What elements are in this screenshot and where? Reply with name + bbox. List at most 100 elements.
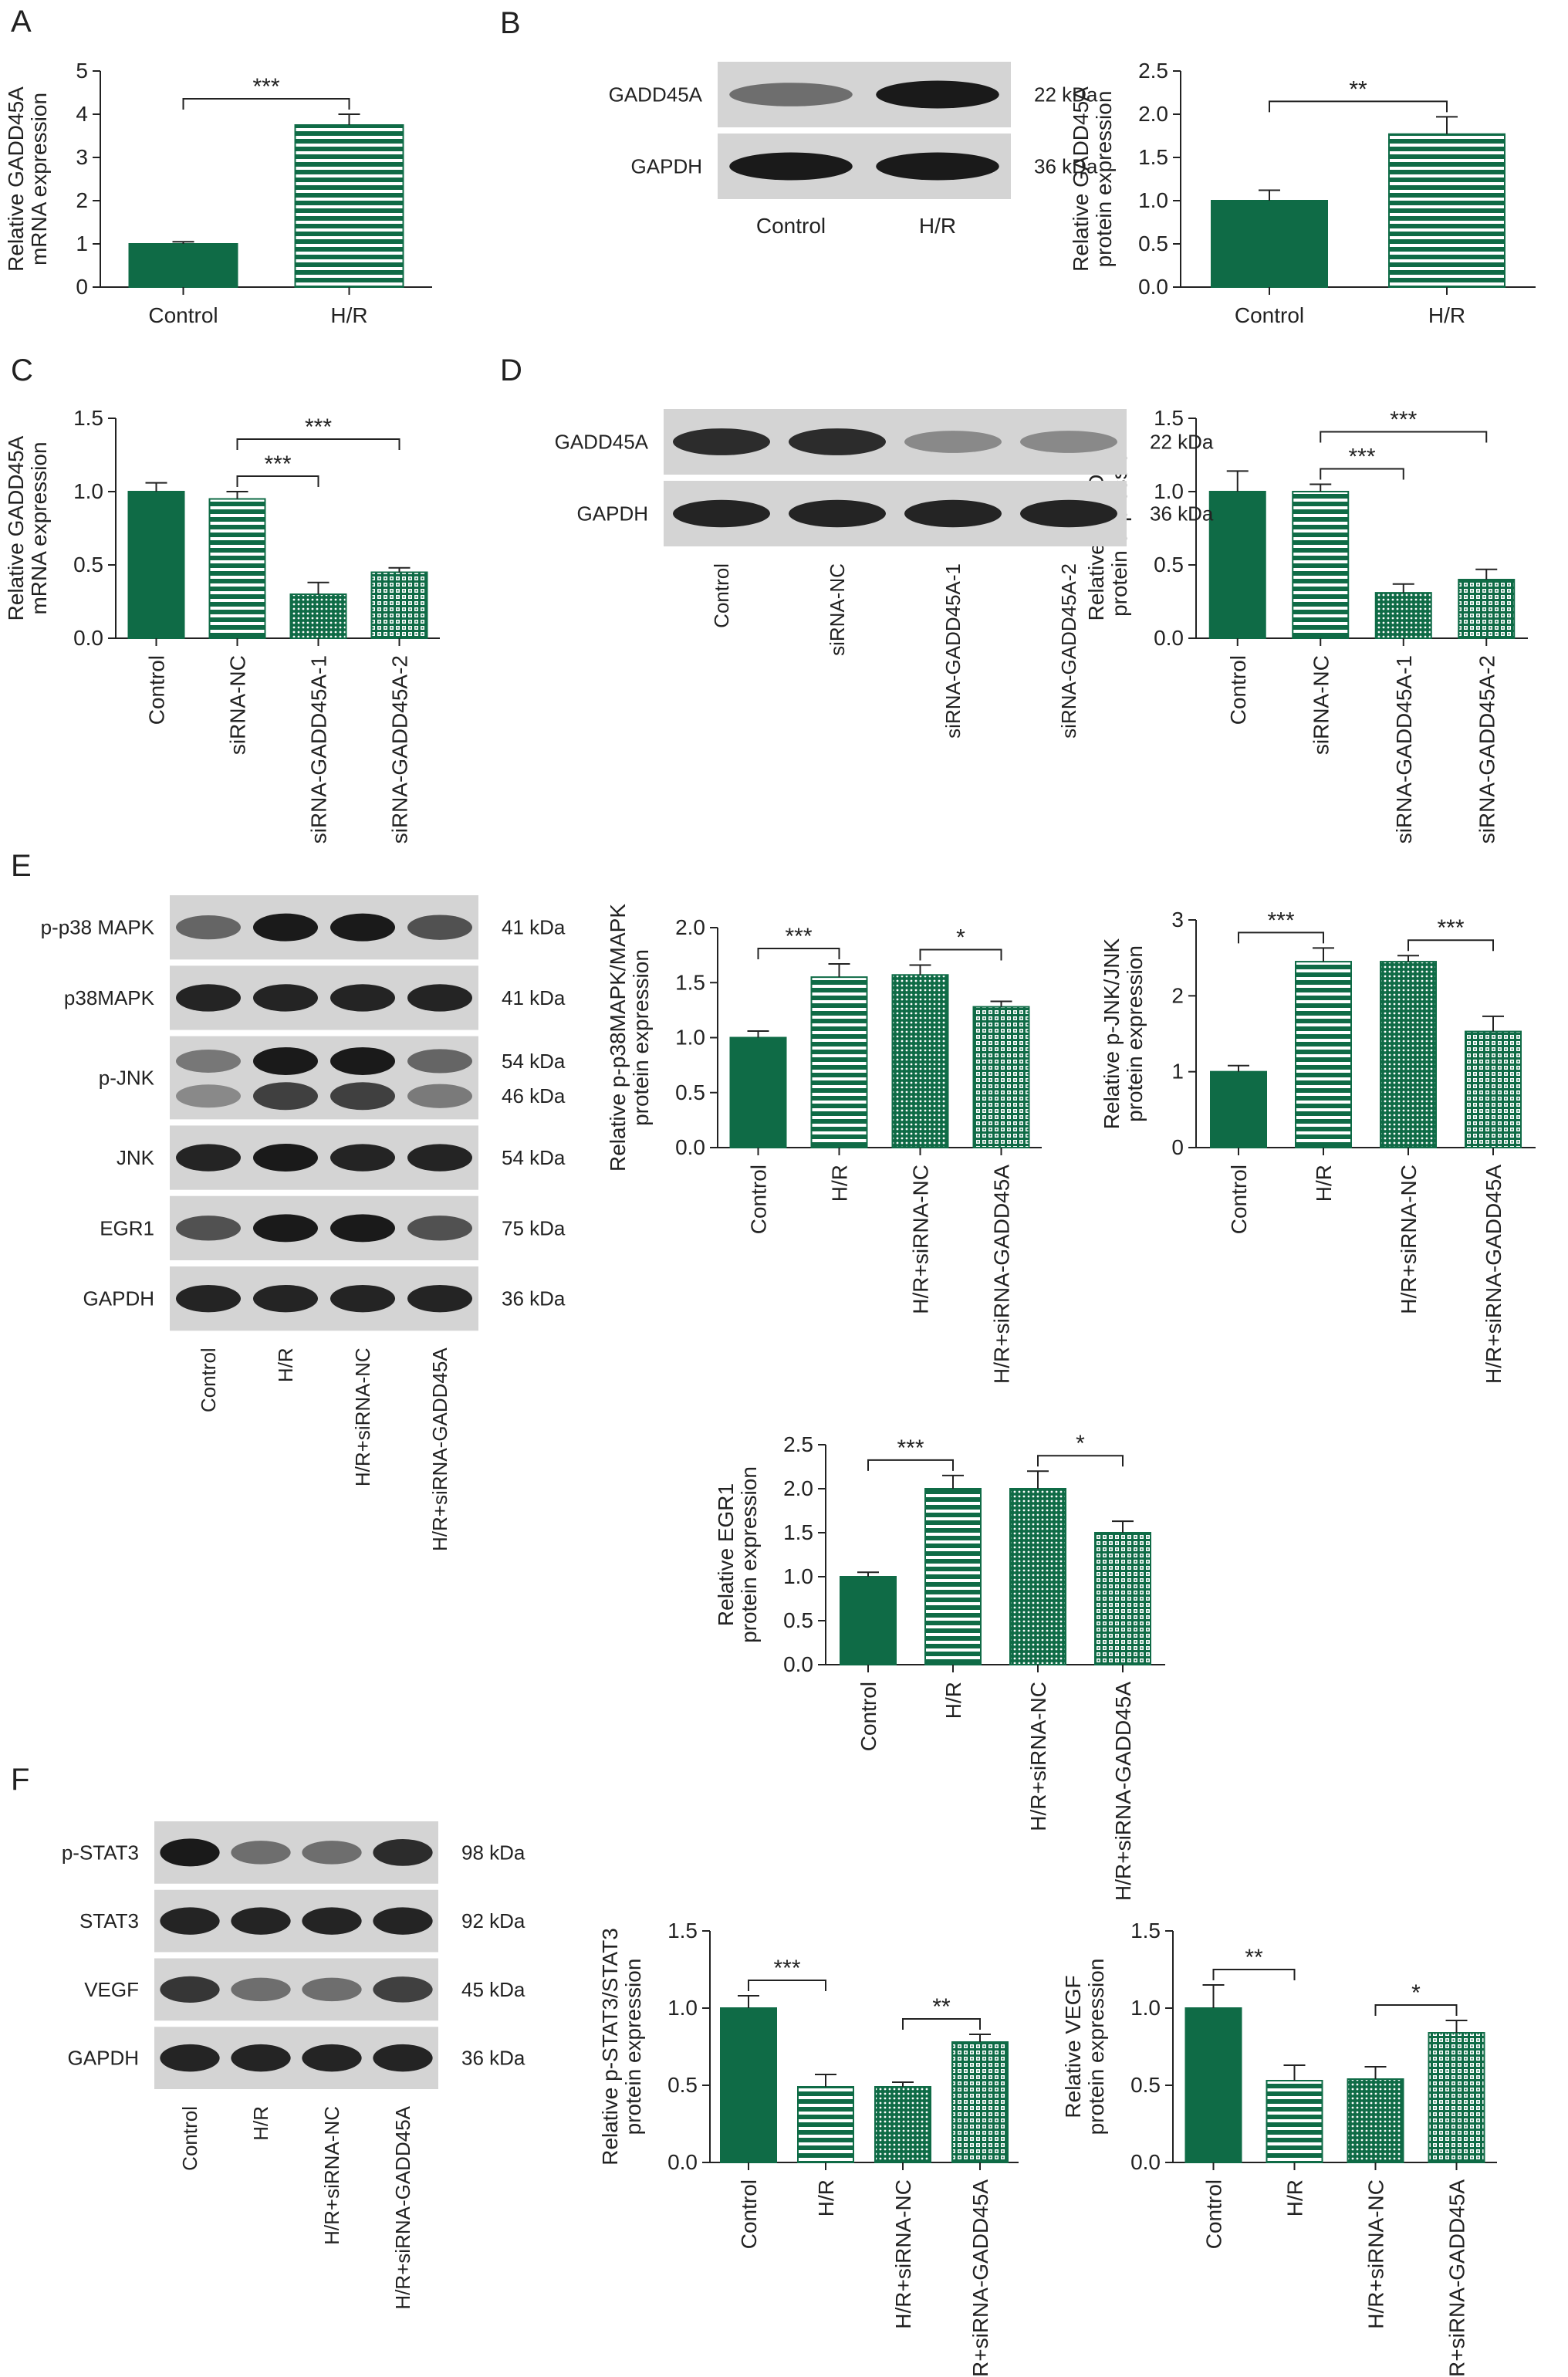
y-tick-label: 1.5 — [1130, 1919, 1161, 1943]
x-tick-label: siRNA-GADD45A-1 — [1392, 655, 1416, 844]
y-tick-label: 0.0 — [667, 2150, 698, 2174]
blot-band — [160, 1907, 220, 1935]
x-tick-label: H/R+siRNA-NC — [1364, 2179, 1388, 2329]
blot-band — [330, 1214, 395, 1243]
blot-band — [330, 1284, 395, 1313]
x-tick-label: H/R — [1428, 303, 1465, 327]
significance-bracket — [867, 1459, 954, 1471]
bar — [1458, 579, 1516, 639]
blot-band — [231, 1977, 291, 2002]
x-tick-label: siRNA-NC — [226, 655, 250, 755]
blot-band — [176, 1049, 241, 1073]
y-tick-label: 0.5 — [1154, 553, 1184, 576]
significance-label: ** — [932, 1994, 951, 2020]
significance-label: *** — [264, 451, 291, 477]
blot-kda: 22 kDa — [1150, 431, 1214, 454]
y-tick-label: 0.0 — [73, 626, 103, 650]
blot-strip — [170, 1036, 478, 1120]
blot-row-label: JNK — [117, 1146, 155, 1169]
blot-row-label: p-STAT3 — [62, 1841, 139, 1864]
y-tick-label: 2.0 — [783, 1476, 813, 1500]
x-tick-label: Control — [857, 1682, 880, 1751]
significance-bracket — [1269, 100, 1448, 113]
blot-band — [407, 1216, 472, 1241]
blot-lane-label: Control — [197, 1347, 220, 1412]
blot-row-label: p38MAPK — [64, 986, 155, 1009]
significance-bracket — [1407, 939, 1494, 952]
blot-lane-label: H/R+siRNA-GADD45A — [428, 1347, 451, 1551]
bar — [1380, 961, 1437, 1148]
blot-band — [302, 1977, 362, 2002]
western-blot-d: GADD45A 22 kDa GAPDH 36 kDa Control siRNA-NC s… — [555, 409, 1214, 739]
significance-bracket — [748, 1980, 826, 1991]
significance-label: ** — [1349, 76, 1367, 102]
blot-kda: 92 kDa — [461, 1909, 525, 1932]
blot-band — [176, 1144, 241, 1172]
x-tick-label: H/R — [1312, 1165, 1336, 1202]
significance-bracket — [919, 948, 1002, 961]
blot-band — [253, 913, 318, 942]
significance-label: *** — [785, 924, 812, 949]
y-tick-label: 1.0 — [73, 479, 103, 503]
panel-letter-f: F — [11, 1763, 30, 1797]
blot-band — [330, 1046, 395, 1075]
blot-lane-label: Control — [178, 2106, 201, 2171]
x-tick-label: Control — [148, 303, 218, 327]
bar — [1009, 1488, 1066, 1665]
significance-bracket — [1320, 468, 1404, 480]
significance-label: *** — [1437, 915, 1464, 941]
x-tick-label: H/R — [814, 2179, 838, 2216]
blot-lane-label: H/R+siRNA-NC — [351, 1347, 374, 1486]
blot-kda: 36 kDa — [461, 2047, 525, 2070]
significance-bracket — [1374, 2004, 1458, 2016]
x-tick-label: Control — [145, 655, 169, 725]
blot-kda: 46 kDa — [502, 1084, 566, 1107]
bar — [294, 124, 404, 288]
blot-band — [407, 984, 472, 1012]
x-tick-label: H/R — [941, 1682, 965, 1719]
blot-band — [253, 984, 318, 1012]
blot-band — [789, 428, 886, 455]
bar — [208, 498, 266, 639]
x-tick-label: siRNA-GADD45A-1 — [307, 655, 331, 844]
blot-band — [1020, 499, 1117, 528]
bar — [1094, 1532, 1151, 1665]
blot-band — [876, 152, 999, 181]
y-tick-label: 5 — [76, 59, 88, 83]
blot-band — [176, 984, 241, 1012]
y-tick-label: 2.0 — [675, 915, 705, 939]
blot-band — [673, 499, 770, 528]
blot-band — [176, 1216, 241, 1241]
bar — [1388, 133, 1505, 288]
blot-row-label: EGR1 — [100, 1216, 154, 1239]
x-tick-label: H/R+siRNA-GADD45A — [1445, 2179, 1469, 2377]
bar — [1428, 2032, 1485, 2163]
y-tick-label: 0 — [76, 275, 88, 299]
y-tick-label: 0.5 — [1138, 232, 1168, 255]
y-axis-label-line: mRNA expression — [27, 441, 51, 614]
western-blot-e: p-p38 MAPK 41 kDa p38MAPK 41 kDa p-JNK 54 kDa… — [41, 895, 566, 1551]
panel-letter-b: B — [500, 6, 521, 40]
blot-band — [1020, 431, 1117, 453]
bar — [127, 491, 185, 639]
panel-letter-a: A — [11, 5, 32, 39]
y-axis-label: Relative p-JNK/JNK protein expression — [1100, 938, 1147, 1129]
bar — [1266, 2080, 1323, 2163]
blot-band — [407, 1284, 472, 1313]
significance-bracket — [236, 438, 400, 450]
x-tick-label: H/R+siRNA-NC — [891, 2179, 915, 2329]
blot-band — [729, 83, 853, 107]
blot-band — [160, 1838, 220, 1867]
x-tick-label: Control — [1235, 303, 1304, 327]
y-axis-label: Relative p-p38MAPK/MAPK protein expressio… — [606, 904, 653, 1172]
blot-band — [330, 984, 395, 1012]
y-axis-label-line: protein expression — [629, 949, 653, 1126]
y-axis-label: Relative GADD45A mRNA expression — [4, 435, 51, 620]
bar — [729, 1036, 787, 1148]
significance-label: *** — [1348, 445, 1375, 470]
significance-label: *** — [252, 74, 279, 100]
blot-band — [330, 913, 395, 942]
y-tick-label: 0.5 — [73, 553, 103, 576]
